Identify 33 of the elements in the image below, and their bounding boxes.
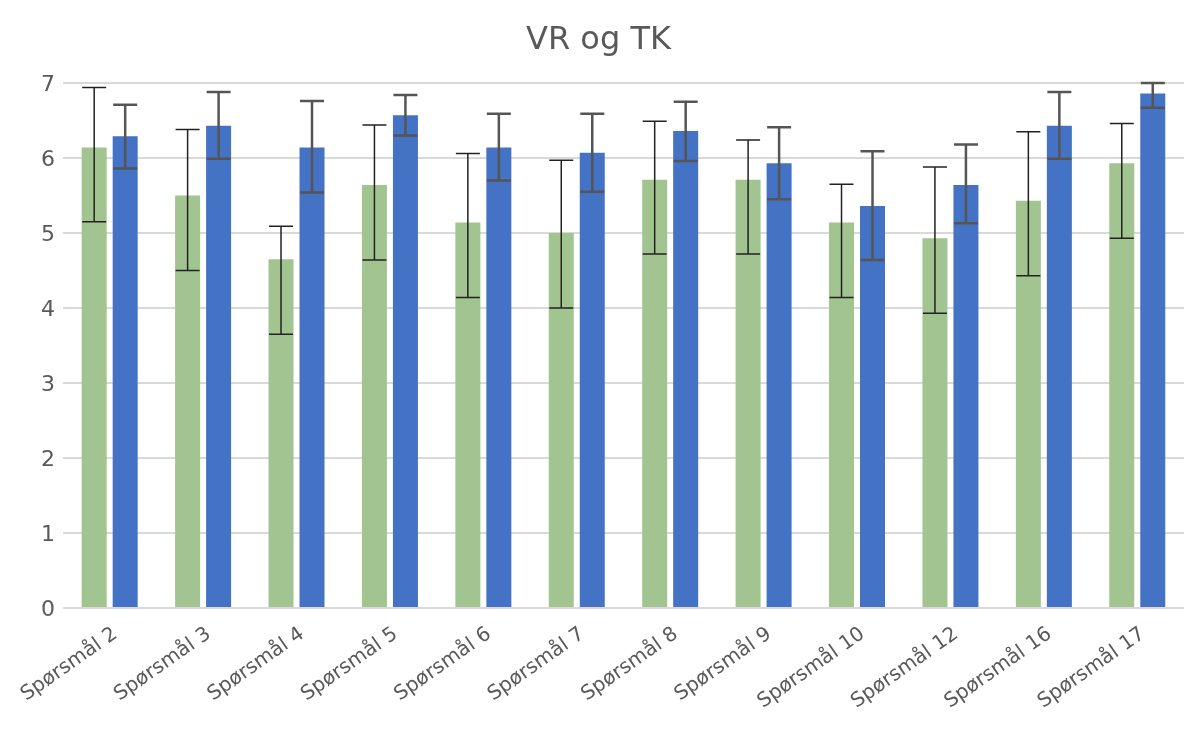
bar <box>673 131 699 608</box>
bar <box>548 233 574 608</box>
bar <box>829 222 855 608</box>
y-tick-label: 4 <box>41 295 55 321</box>
bar <box>268 259 294 608</box>
y-tick-label: 5 <box>41 220 55 246</box>
bar <box>392 115 418 608</box>
y-tick-label: 3 <box>41 370 55 396</box>
bar <box>299 147 325 608</box>
y-tick-label: 1 <box>41 520 55 546</box>
chart-title: VR og TK <box>525 18 673 59</box>
bar <box>579 152 605 608</box>
bar <box>112 136 138 608</box>
bar <box>455 222 481 608</box>
bar <box>953 185 979 608</box>
bar <box>1015 200 1041 608</box>
bar <box>486 147 512 608</box>
bar <box>766 163 792 608</box>
bar <box>361 185 387 608</box>
bar <box>860 206 886 608</box>
bar <box>642 179 668 608</box>
y-tick-label: 6 <box>41 145 55 171</box>
bar <box>81 147 107 608</box>
y-tick-label: 7 <box>41 70 55 96</box>
y-tick-label: 0 <box>41 595 55 621</box>
bar <box>735 179 761 608</box>
bar <box>922 238 948 608</box>
bar <box>1109 163 1135 608</box>
bar <box>1046 125 1072 608</box>
bar <box>206 125 232 608</box>
y-tick-label: 2 <box>41 445 55 471</box>
bar <box>175 195 201 608</box>
bar <box>1140 93 1166 608</box>
